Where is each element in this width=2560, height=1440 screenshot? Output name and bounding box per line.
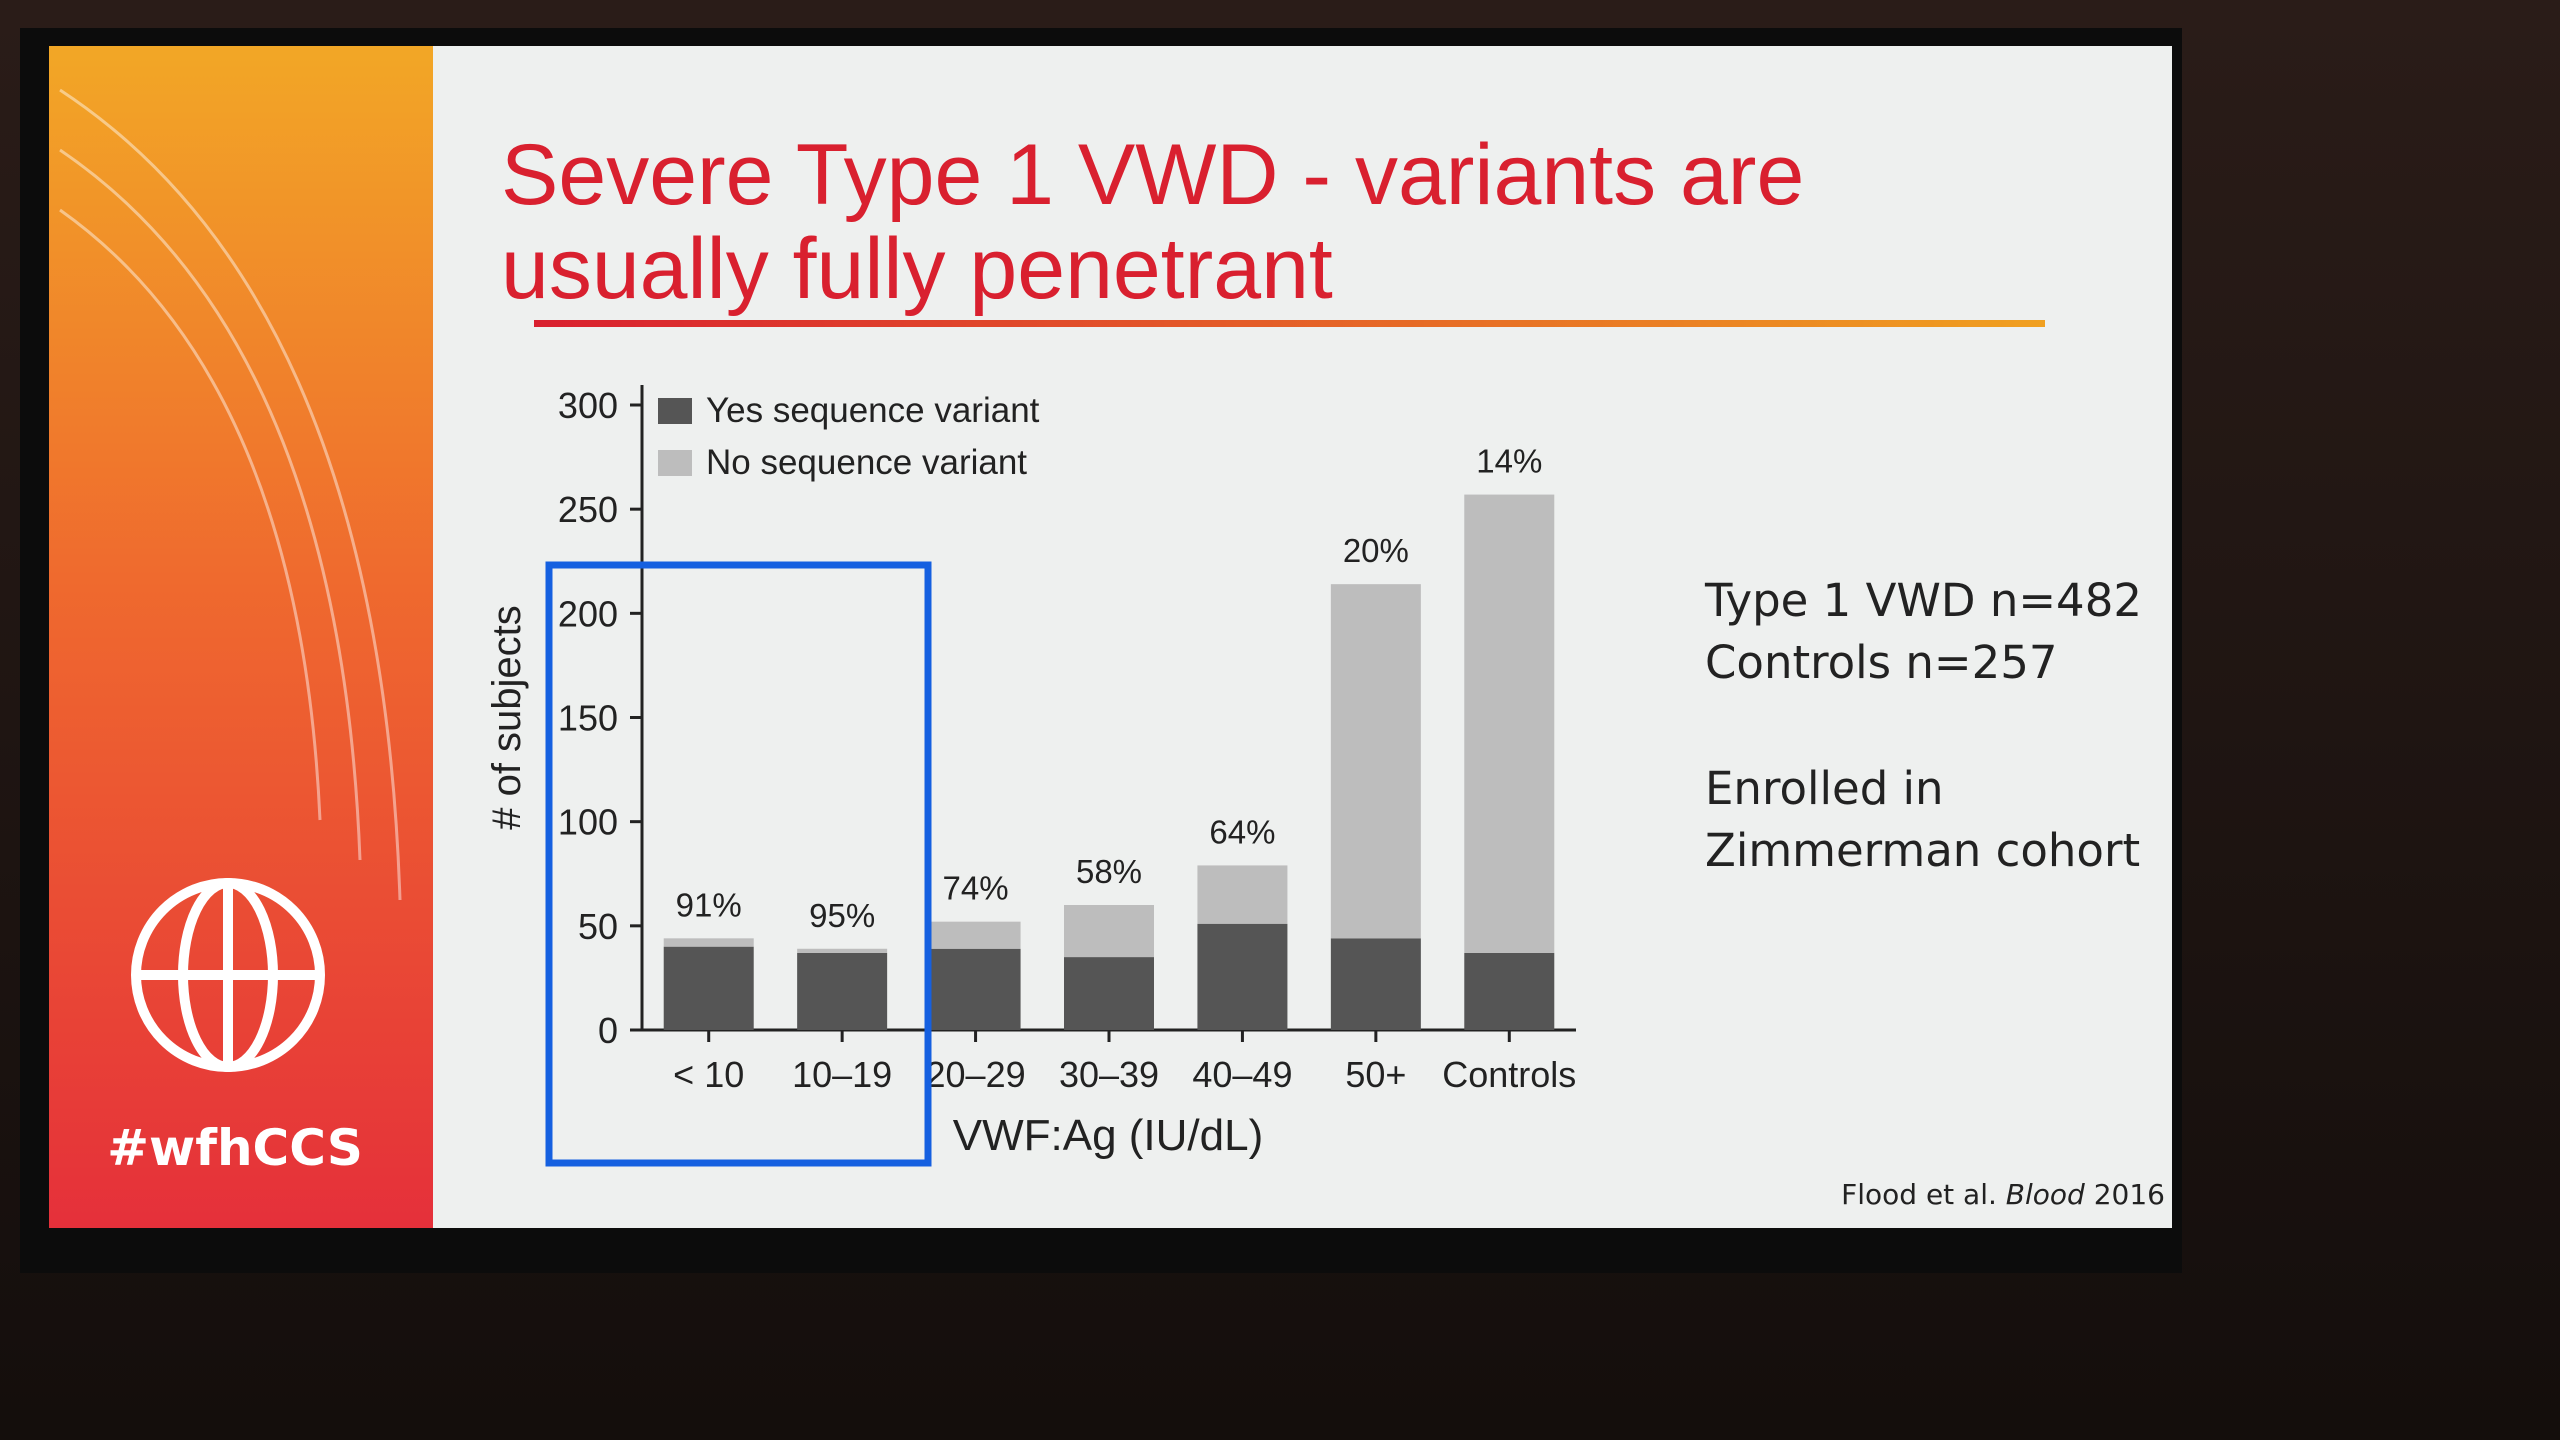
hashtag: #wfhCCS xyxy=(107,1119,363,1177)
y-tick-label: 200 xyxy=(558,593,618,634)
y-tick-label: 100 xyxy=(558,802,618,843)
bar-label: 20% xyxy=(1343,532,1409,569)
highlight-box xyxy=(545,561,932,1167)
bar-label: 14% xyxy=(1476,443,1542,480)
y-tick-label: 250 xyxy=(558,489,618,530)
legend-label: Yes sequence variant xyxy=(706,391,1040,430)
y-tick-label: 150 xyxy=(558,698,618,739)
x-tick-label: 20–29 xyxy=(926,1054,1026,1095)
y-tick-label: 50 xyxy=(578,906,618,947)
y-tick-label: 0 xyxy=(598,1010,618,1051)
note: Enrolled in xyxy=(1705,762,1944,815)
bar-label: 91% xyxy=(676,886,742,923)
bar-segment xyxy=(1197,865,1288,924)
citation-part: Flood et al. xyxy=(1841,1178,2006,1211)
logo xyxy=(131,878,325,1072)
bar-label: 95% xyxy=(809,897,875,934)
bar-segment xyxy=(1330,938,1421,1030)
citation-part: Blood xyxy=(2006,1178,2085,1211)
citation-part: 2016 xyxy=(2085,1178,2165,1211)
y-axis-label: # of subjects xyxy=(485,605,529,830)
legend-label: No sequence variant xyxy=(706,443,1027,482)
bar-segment xyxy=(1464,494,1555,953)
bar-segment xyxy=(930,921,1021,949)
side-panel xyxy=(49,46,433,1228)
notes: Type 1 VWD n=482 Controls n=257 Enrolled… xyxy=(1704,574,2142,877)
citation: Flood et al. Blood 2016 xyxy=(1841,1178,2165,1211)
title-line: usually fully penetrant xyxy=(501,221,1333,317)
legend-swatch xyxy=(658,398,692,424)
y-tick-label: 300 xyxy=(558,385,618,426)
bar-segment xyxy=(1464,952,1555,1030)
bar-segment xyxy=(663,946,754,1030)
x-axis-label: VWF:Ag (IU/dL) xyxy=(953,1111,1264,1160)
x-tick-label: Controls xyxy=(1442,1054,1576,1095)
bar-segment xyxy=(930,948,1021,1030)
x-tick-label: 40–49 xyxy=(1192,1054,1292,1095)
panel-arcs xyxy=(59,88,402,901)
bar-segment xyxy=(1064,905,1154,958)
note: Controls n=257 xyxy=(1705,636,2058,689)
note: Zimmerman cohort xyxy=(1705,824,2140,877)
title-rule xyxy=(534,320,2045,327)
bar-segment xyxy=(797,952,888,1030)
bar-segment xyxy=(1197,923,1288,1030)
legend-swatch xyxy=(658,450,692,476)
bar-segment xyxy=(1064,957,1154,1030)
bar-segment xyxy=(797,948,888,953)
bar-label: 58% xyxy=(1076,853,1142,890)
bar-label: 64% xyxy=(1209,813,1275,850)
title-line: Severe Type 1 VWD - variants are xyxy=(501,127,1804,223)
x-tick-label: < 10 xyxy=(673,1054,744,1095)
x-tick-label: 50+ xyxy=(1345,1054,1406,1095)
x-tick-label: 30–39 xyxy=(1059,1054,1159,1095)
bar-label: 74% xyxy=(943,870,1009,907)
note: Type 1 VWD n=482 xyxy=(1704,574,2142,627)
bar-segment xyxy=(663,938,754,947)
bar-segment xyxy=(1330,584,1421,939)
chart: 0 50 100 150 200 250 300 # of subjects VWF:Ag (I… xyxy=(485,385,1576,1160)
x-tick-label: 10–19 xyxy=(792,1054,892,1095)
